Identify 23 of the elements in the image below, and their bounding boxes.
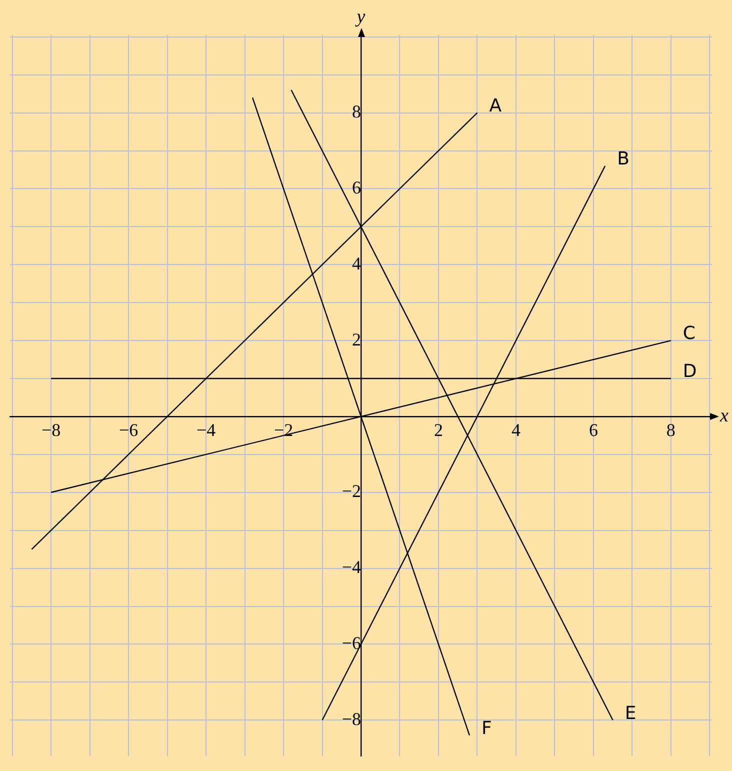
series-label: C	[682, 323, 696, 344]
x-tick-label: −4	[196, 420, 216, 440]
y-tick-label: 2	[352, 329, 361, 350]
series-label: B	[617, 148, 630, 170]
x-tick-label: 8	[666, 420, 676, 440]
y-tick-label: 4	[352, 253, 361, 274]
y-tick-label: 6	[352, 177, 361, 198]
x-tick-label: 4	[511, 420, 520, 440]
y-tick-label: −4	[342, 557, 361, 578]
y-axis-title: y	[354, 6, 366, 28]
series-label: E	[624, 702, 636, 724]
x-tick-label: 6	[588, 420, 598, 440]
x-tick-label: −2	[274, 420, 294, 440]
series-label: A	[489, 95, 502, 116]
series-label: F	[481, 718, 492, 739]
y-tick-label: −2	[342, 481, 361, 502]
x-axis-title: x	[719, 405, 729, 426]
x-tick-label: −6	[118, 420, 138, 440]
y-tick-label: 8	[352, 102, 361, 122]
y-tick-label: −8	[342, 708, 361, 729]
series-label: D	[682, 361, 697, 382]
x-tick-label: −8	[41, 420, 61, 440]
x-tick-label: 2	[434, 420, 443, 440]
